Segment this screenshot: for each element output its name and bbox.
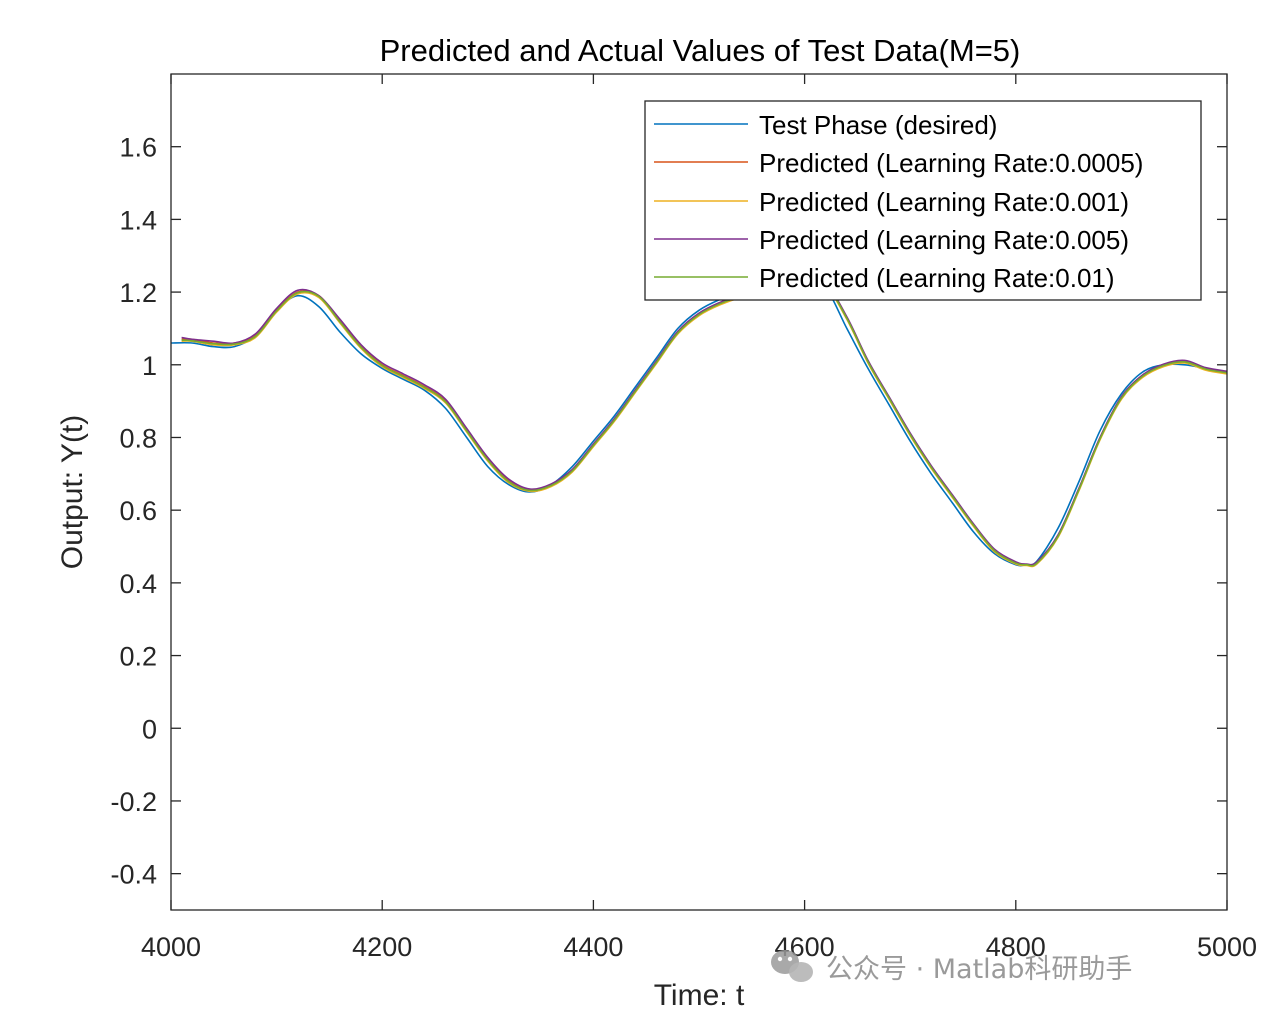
y-tick-label: 0.2 (119, 642, 157, 672)
series-layer (171, 280, 1227, 568)
legend-label-3: Predicted (Learning Rate:0.001) (759, 187, 1129, 217)
y-tick-label: 1.4 (119, 205, 157, 235)
x-tick-label: 5000 (1197, 932, 1257, 962)
x-tick-label: 4200 (352, 932, 412, 962)
x-tick-label: 4400 (563, 932, 623, 962)
x-tick-label: 4000 (141, 932, 201, 962)
legend-label-2: Predicted (Learning Rate:0.0005) (759, 148, 1143, 178)
legend-label-4: Predicted (Learning Rate:0.005) (759, 225, 1129, 255)
legend-label-1: Test Phase (desired) (759, 110, 997, 140)
watermark: 公众号 · Matlab科研助手 (771, 950, 1132, 985)
y-tick-label: 0.4 (119, 569, 157, 599)
y-tick-label: 1 (142, 351, 157, 381)
y-tick-label: 0.8 (119, 423, 157, 453)
y-tick-label: 0.6 (119, 496, 157, 526)
chart-title: Predicted and Actual Values of Test Data… (380, 33, 1021, 68)
x-axis-title: Time: t (654, 979, 745, 1012)
y-tick-label: 1.2 (119, 278, 157, 308)
wechat-icon (771, 950, 813, 982)
series-line-1 (171, 280, 1227, 567)
y-tick-label: 0 (142, 714, 157, 744)
series-line-5 (181, 282, 1227, 567)
y-tick-label: 1.6 (119, 133, 157, 163)
y-tick-label: -0.2 (110, 787, 157, 817)
x-tick-label: 4800 (986, 932, 1046, 962)
legend-label-5: Predicted (Learning Rate:0.01) (759, 263, 1115, 293)
y-axis-ticks: -0.4 -0.2 0 0.2 0.4 0.6 0.8 1 1.2 1.4 1.6 (110, 133, 1227, 890)
y-tick-label: -0.4 (110, 860, 157, 890)
watermark-text: 公众号 · Matlab科研助手 (826, 954, 1132, 985)
legend: Test Phase (desired) Predicted (Learning … (644, 100, 1202, 301)
y-axis-title: Output: Y(t) (56, 415, 89, 570)
series-line-4 (181, 280, 1227, 566)
plot-frame (170, 73, 1228, 911)
